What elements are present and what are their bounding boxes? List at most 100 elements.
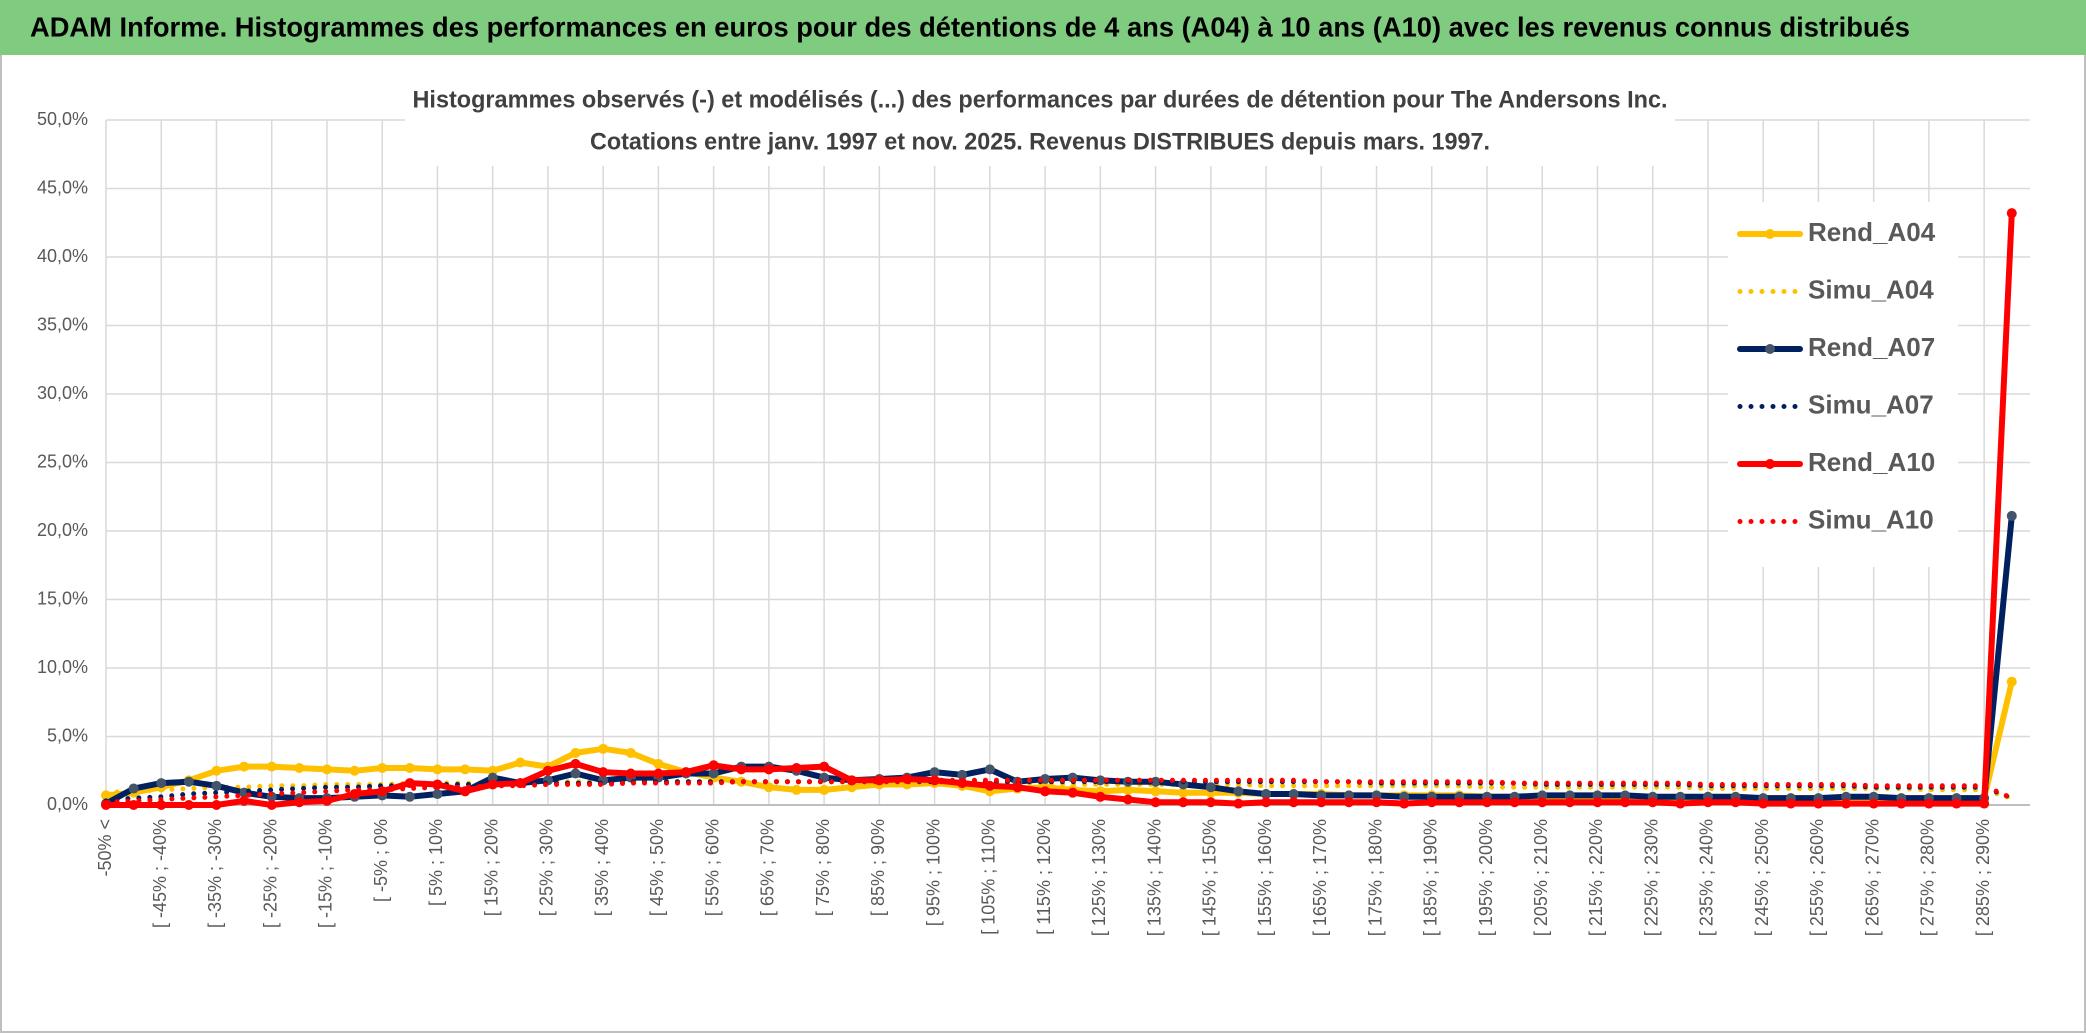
y-tick-label: 30,0%	[37, 383, 88, 403]
data-point	[1122, 784, 1133, 795]
x-tick-label: [ 185% ; 190%	[1421, 819, 1441, 936]
legend-marker	[1765, 344, 1775, 354]
x-tick-label: [ 235% ; 240%	[1697, 819, 1717, 936]
data-point	[1841, 798, 1852, 809]
x-tick-label: [ 145% ; 150%	[1200, 819, 1220, 936]
observed-line	[103, 512, 2015, 807]
data-point	[1979, 798, 1990, 809]
data-point	[1399, 798, 1410, 809]
data-point	[984, 764, 995, 775]
data-point	[321, 795, 332, 806]
data-point	[1923, 798, 1934, 809]
data-point	[1564, 790, 1575, 801]
data-point	[1040, 786, 1051, 797]
data-point	[1012, 782, 1023, 793]
data-point	[1343, 797, 1354, 808]
data-point	[1454, 797, 1465, 808]
header-title: ADAM Informe. Histogrammes des performan…	[30, 11, 1910, 42]
data-point	[183, 776, 194, 787]
legend-marker	[1765, 459, 1775, 469]
data-point	[708, 760, 719, 771]
data-point	[1868, 798, 1879, 809]
data-point	[570, 747, 581, 758]
legend-bg	[1728, 202, 1958, 567]
data-point	[1426, 797, 1437, 808]
data-point	[1620, 790, 1631, 801]
data-point	[128, 783, 139, 794]
data-point	[1261, 789, 1272, 800]
data-point	[1233, 798, 1244, 809]
data-point	[791, 784, 802, 795]
y-tick-label: 35,0%	[37, 314, 88, 334]
data-point	[377, 763, 388, 774]
data-point	[183, 800, 194, 810]
x-tick-label: [ -15% ; -10%	[316, 819, 336, 928]
title-bg	[405, 80, 1675, 166]
data-point	[763, 782, 774, 793]
x-tick-label: [ 245% ; 250%	[1752, 819, 1772, 936]
data-point	[1205, 797, 1216, 808]
data-point	[1150, 786, 1161, 797]
data-point	[1785, 798, 1796, 809]
data-point	[266, 761, 277, 772]
x-tick-label: [ 45% ; 50%	[647, 819, 667, 916]
data-point	[1095, 791, 1106, 802]
data-point	[101, 790, 111, 801]
x-tick-label: [ 265% ; 270%	[1862, 819, 1882, 936]
data-point	[1233, 786, 1244, 797]
x-tick-label: [ 275% ; 280%	[1918, 819, 1938, 936]
legend-marker	[1765, 229, 1775, 239]
x-tick-label: [ 25% ; 30%	[537, 819, 557, 916]
x-tick-label: [ 105% ; 110%	[979, 819, 999, 935]
data-point	[1371, 790, 1382, 801]
x-tick-label: [ -45% ; -40%	[150, 819, 170, 928]
data-point	[432, 764, 443, 775]
data-point	[1841, 791, 1852, 802]
data-point	[1951, 798, 1962, 809]
data-point	[2006, 510, 2017, 521]
data-point	[487, 765, 498, 776]
x-tick-label: -50% <	[95, 819, 115, 877]
x-tick-label: [ 225% ; 230%	[1641, 819, 1661, 936]
data-point	[1896, 798, 1907, 809]
x-tick-label: [ 5% ; 10%	[426, 819, 446, 906]
data-point	[2006, 676, 2017, 687]
legend-label: Simu_A04	[1808, 274, 1934, 304]
data-point	[1371, 797, 1382, 808]
data-point	[1482, 797, 1492, 808]
y-tick-label: 45,0%	[37, 177, 88, 197]
data-point	[404, 778, 415, 789]
data-point	[1730, 797, 1741, 808]
y-tick-label: 10,0%	[37, 657, 88, 677]
data-point	[929, 767, 940, 778]
data-point	[515, 757, 526, 768]
x-tick-label: [ 115% ; 120%	[1034, 819, 1054, 935]
data-point	[460, 764, 471, 775]
chart-title: Histogrammes observés (-) et modélisés (…	[413, 86, 1668, 113]
data-point	[1399, 791, 1410, 802]
data-point	[1150, 776, 1161, 787]
data-point	[1537, 790, 1548, 801]
legend-label: Simu_A07	[1808, 389, 1934, 419]
data-point	[1205, 782, 1216, 793]
x-tick-label: [ 125% ; 130%	[1089, 819, 1109, 936]
data-point	[266, 800, 277, 810]
y-tick-label: 40,0%	[37, 246, 88, 266]
data-point	[128, 800, 139, 810]
data-point	[239, 795, 250, 806]
x-tick-label: [ 215% ; 220%	[1586, 819, 1606, 936]
data-point	[625, 768, 636, 779]
x-tick-label: [ 165% ; 170%	[1310, 819, 1330, 936]
data-point	[846, 782, 857, 793]
data-point	[791, 763, 802, 774]
data-point	[1316, 797, 1327, 808]
data-point	[211, 780, 222, 791]
x-tick-label: [ 95% ; 100%	[923, 819, 943, 926]
data-point	[1675, 798, 1686, 809]
x-tick-label: [ 85% ; 90%	[868, 819, 888, 916]
data-point	[349, 765, 360, 776]
x-tick-label: [ 35% ; 40%	[592, 819, 612, 916]
x-tick-label: [ 205% ; 210%	[1531, 819, 1551, 936]
data-point	[1675, 791, 1686, 802]
